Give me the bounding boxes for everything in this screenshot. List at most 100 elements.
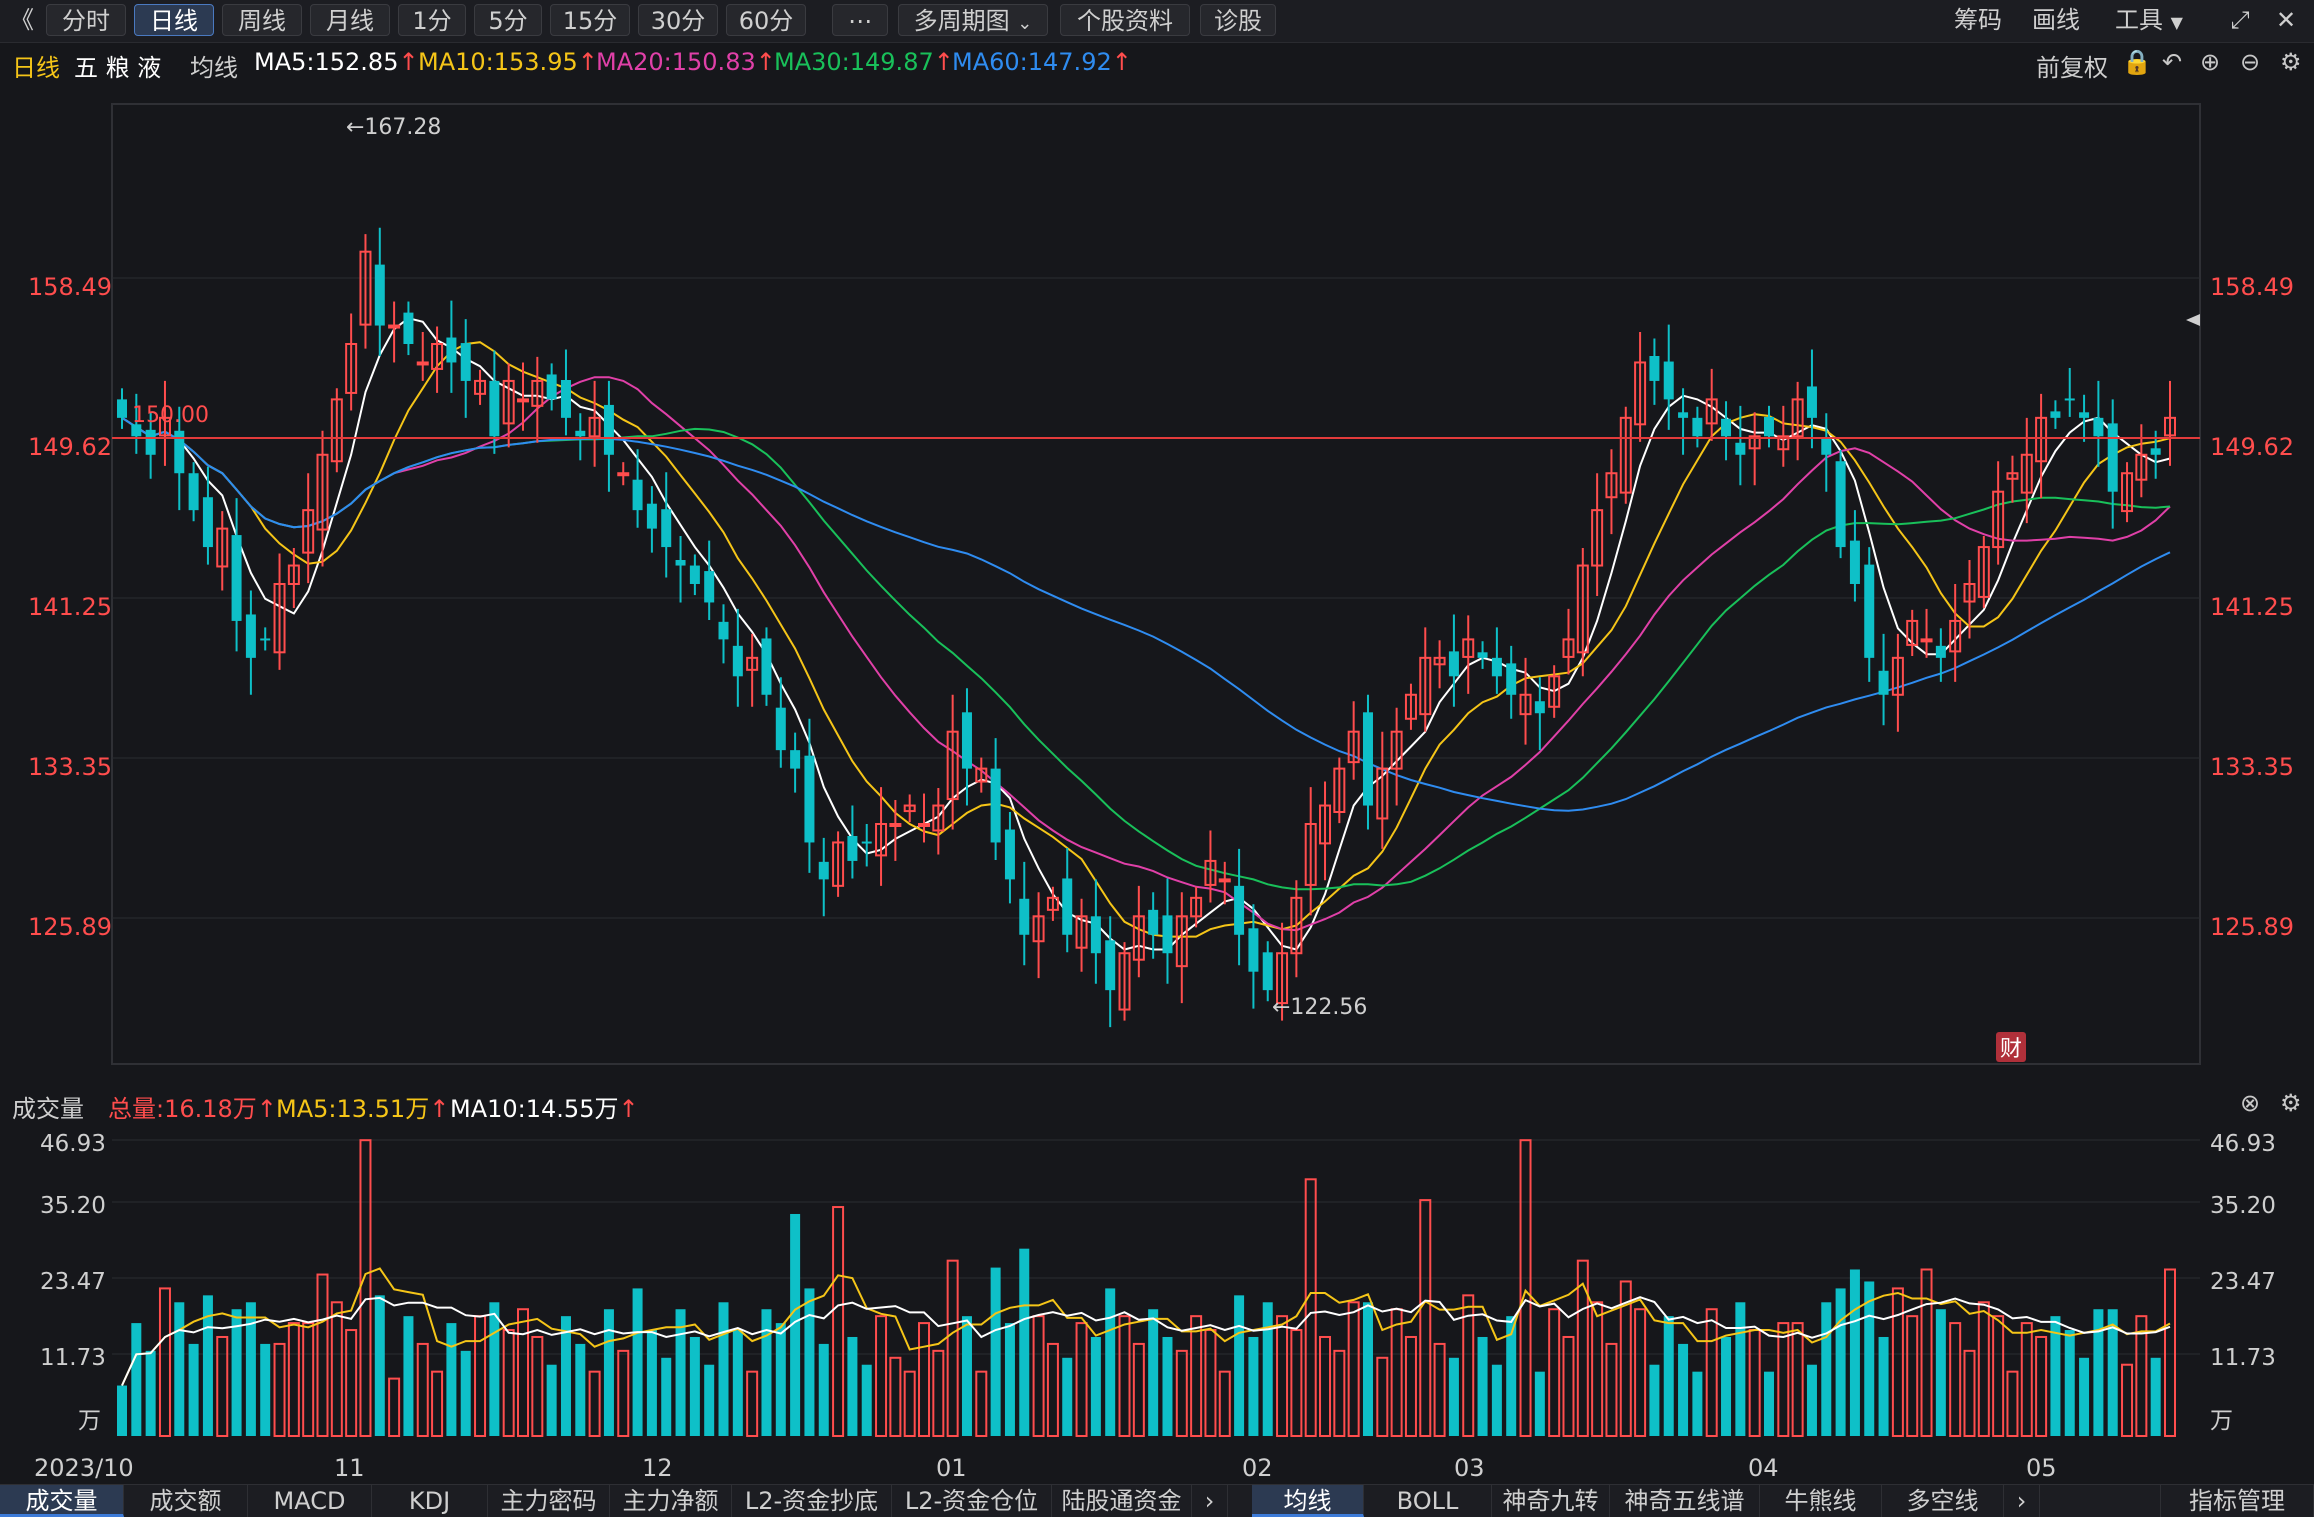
tab-ma[interactable]: 均线 xyxy=(1252,1485,1364,1517)
tab-daily[interactable]: 日线 xyxy=(134,4,214,36)
candle-body-up xyxy=(416,361,429,366)
tab-long-short[interactable]: 多空线 xyxy=(1882,1485,2004,1517)
volume-bar-down xyxy=(1534,1371,1545,1436)
volume-ma5-line xyxy=(121,1267,2171,1386)
candle-body-down xyxy=(174,430,185,474)
volume-bar-down xyxy=(818,1343,829,1436)
candle-body-down xyxy=(231,535,242,621)
tab-intraday[interactable]: 分时 xyxy=(46,4,126,36)
zoom-out-icon[interactable]: ⊖ xyxy=(2240,48,2261,76)
tab-volume[interactable]: 成交量 xyxy=(0,1485,124,1517)
adjust-mode-button[interactable]: 前复权 xyxy=(2036,54,2108,82)
settings-gear-icon[interactable]: ⚙ xyxy=(2280,48,2302,76)
volume-close-icon[interactable]: ⊗ xyxy=(2240,1089,2261,1117)
volume-bar-up xyxy=(431,1370,444,1437)
volume-bar-up xyxy=(302,1322,315,1437)
lock-icon[interactable]: 🔒 xyxy=(2122,48,2152,76)
volume-bar-down xyxy=(790,1213,801,1436)
candle-body-up xyxy=(1619,416,1632,494)
candle-body-up xyxy=(946,730,959,801)
volume-bar-down xyxy=(1763,1371,1774,1436)
stock-profile-button[interactable]: 个股资料 xyxy=(1060,4,1190,36)
candlestick-chart[interactable]: 150.00 158.49 149.62 141.25 133.35 125.8… xyxy=(0,84,2314,1084)
tab-magic-five[interactable]: 神奇五线谱 xyxy=(1610,1485,1760,1517)
zoom-in-icon[interactable]: ⊕ xyxy=(2200,48,2221,76)
volume-bar-up xyxy=(1376,1356,1389,1437)
chip-button[interactable]: 筹码 xyxy=(1954,6,2002,34)
scroll-right-icon[interactable]: › xyxy=(2004,1485,2040,1517)
tab-60min[interactable]: 60分 xyxy=(726,4,806,36)
tab-monthly[interactable]: 月线 xyxy=(310,4,390,36)
candle-body-up xyxy=(1591,509,1604,567)
tab-turnover[interactable]: 成交额 xyxy=(124,1485,248,1517)
volume-settings-icon[interactable]: ⚙ xyxy=(2280,1089,2302,1117)
up-arrow-icon: ↑ xyxy=(398,48,419,76)
volume-chart[interactable]: 46.93 35.20 23.47 11.73 万 46.93 35.20 23… xyxy=(0,1124,2314,1484)
candle-body-up xyxy=(1175,915,1188,968)
volume-bar-up xyxy=(502,1329,515,1438)
volume-bar-down xyxy=(1506,1316,1517,1436)
indicator-manage-button[interactable]: 指标管理 xyxy=(2160,1485,2314,1517)
volume-bar-up xyxy=(1218,1370,1231,1437)
candle-body-up xyxy=(832,841,845,887)
undo-icon[interactable]: ↶ xyxy=(2162,48,2183,76)
ma5-value-group: MA5:152.85↑ xyxy=(254,48,419,76)
draw-line-button[interactable]: 画线 xyxy=(2032,6,2080,34)
price-tick: 141.25 xyxy=(2210,593,2294,621)
tab-magic-nine[interactable]: 神奇九转 xyxy=(1492,1485,1610,1517)
price-tick: 149.62 xyxy=(2210,433,2294,461)
tab-hk-connect[interactable]: 陆股通资金 xyxy=(1052,1485,1192,1517)
tab-main-net[interactable]: 主力净额 xyxy=(610,1485,732,1517)
volume-bar-up xyxy=(918,1322,931,1437)
volume-bar-down xyxy=(1721,1336,1732,1436)
tab-30min[interactable]: 30分 xyxy=(638,4,718,36)
volume-bar-up xyxy=(1548,1308,1561,1437)
volume-ma10-group: MA10:14.55万↑ xyxy=(450,1089,639,1124)
tab-5min[interactable]: 5分 xyxy=(474,4,542,36)
volume-bar-up xyxy=(1920,1268,1933,1437)
candle-body-up xyxy=(1519,693,1532,716)
candle-body-up xyxy=(1419,656,1432,716)
volume-bar-down xyxy=(761,1309,772,1436)
diagnose-button[interactable]: 诊股 xyxy=(1200,4,1276,36)
more-button[interactable]: ⋯ xyxy=(832,4,888,36)
candle-body-up xyxy=(932,804,945,832)
scroll-right-icon[interactable]: › xyxy=(1192,1485,1228,1517)
volume-ma5-group: MA5:13.51万↑ xyxy=(276,1089,449,1124)
volume-bar-down xyxy=(231,1309,242,1436)
ma60-line xyxy=(121,416,2171,812)
volume-total-group: 总量:16.18万↑ xyxy=(108,1089,277,1124)
candle-body-down xyxy=(1649,356,1660,381)
volume-bar-up xyxy=(1276,1315,1289,1437)
candle-body-up xyxy=(1777,435,1790,451)
tab-15min[interactable]: 15分 xyxy=(550,4,630,36)
up-arrow-icon: ↑ xyxy=(618,1095,639,1123)
candle-body-up xyxy=(1075,915,1088,949)
tab-macd[interactable]: MACD xyxy=(248,1485,372,1517)
volume-bar-up xyxy=(1390,1308,1403,1437)
volume-bar-down xyxy=(1090,1336,1101,1436)
candle-body-up xyxy=(1204,859,1217,886)
candle-body-down xyxy=(718,621,729,640)
candle-body-up xyxy=(1748,435,1761,450)
tab-boll[interactable]: BOLL xyxy=(1364,1485,1492,1517)
back-button[interactable]: 《 xyxy=(10,6,34,34)
candle-body-down xyxy=(1849,540,1860,584)
finance-badge[interactable] xyxy=(1996,1032,2026,1062)
tab-main-code[interactable]: 主力密码 xyxy=(488,1485,610,1517)
tab-bull-bear[interactable]: 牛熊线 xyxy=(1760,1485,1882,1517)
candle-body-down xyxy=(818,861,829,880)
tab-l2-bottom[interactable]: L2-资金抄底 xyxy=(732,1485,892,1517)
candle-body-up xyxy=(903,804,916,813)
multi-period-dropdown[interactable]: 多周期图 ⌄ xyxy=(898,4,1048,36)
candle-body-up xyxy=(1963,583,1976,603)
tools-dropdown[interactable]: 工具 ▼ xyxy=(2106,4,2192,36)
volume-bar-up xyxy=(746,1370,759,1437)
tab-kdj[interactable]: KDJ xyxy=(372,1485,488,1517)
tab-l2-position[interactable]: L2-资金仓位 xyxy=(892,1485,1052,1517)
close-icon[interactable]: ✕ xyxy=(2275,6,2297,34)
tab-weekly[interactable]: 周线 xyxy=(222,4,302,36)
volume-label: 成交量 xyxy=(12,1095,84,1123)
fullscreen-icon[interactable]: ⤢ xyxy=(2230,6,2250,34)
tab-1min[interactable]: 1分 xyxy=(398,4,466,36)
